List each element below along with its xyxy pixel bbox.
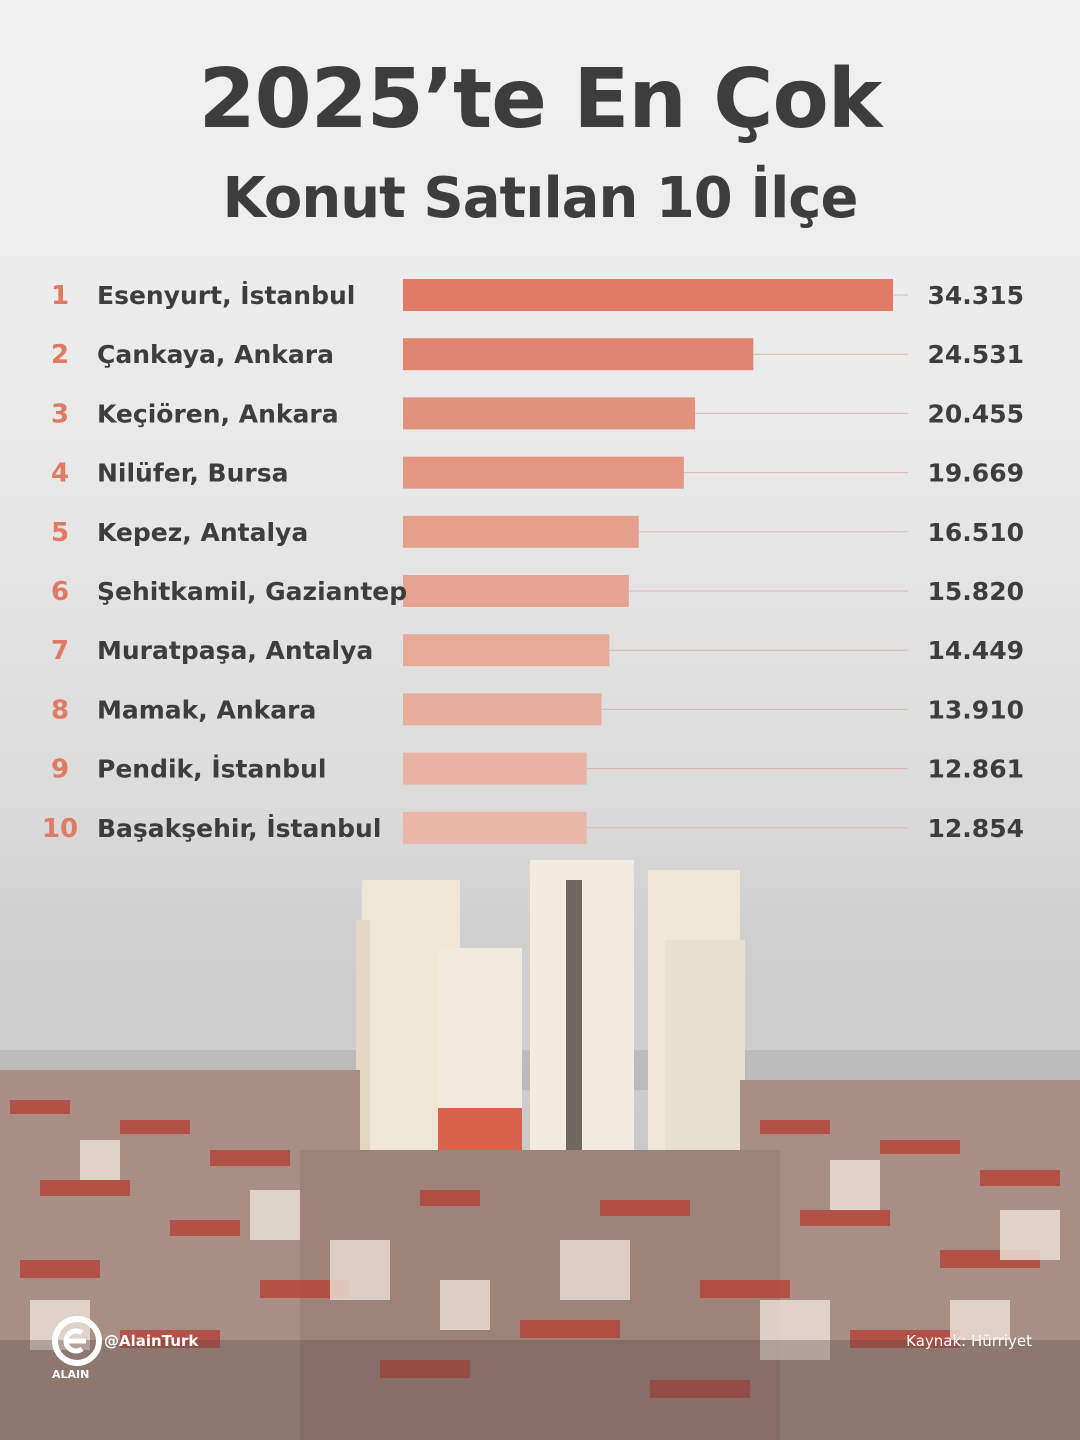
rank-label: 1 [51,281,69,311]
value-label: 14.449 [928,636,1024,665]
bar [403,515,639,548]
category-label: Şehitkamil, Gaziantep [97,577,407,606]
category-label: Pendik, İstanbul [97,754,326,784]
rank-label: 6 [51,577,69,607]
rank-label: 3 [51,399,69,429]
category-label: Mamak, Ankara [97,695,316,724]
value-label: 15.820 [928,577,1024,606]
bar [403,575,629,607]
category-label: Nilüfer, Bursa [97,459,288,488]
category-label: Muratpaşa, Antalya [97,636,373,665]
chart-title: 2025’te En Çok [198,52,883,147]
bar [403,811,587,844]
rank-label: 10 [42,814,78,844]
alain-logo-icon [52,1316,102,1366]
category-label: Kepez, Antalya [97,518,308,547]
bar [403,279,893,311]
rank-label: 4 [51,459,69,489]
bar [403,634,610,667]
bar [403,752,587,785]
rank-label: 5 [51,518,69,548]
value-label: 20.455 [928,399,1024,428]
value-label: 24.531 [928,340,1024,369]
category-label: Keçiören, Ankara [97,399,339,428]
bar [403,693,602,726]
rank-label: 7 [51,636,69,666]
city-skyline-image [0,860,1080,1440]
value-label: 16.510 [928,518,1024,547]
chart-subtitle: Konut Satılan 10 İlçe [222,166,859,231]
rank-label: 9 [51,755,69,785]
social-handle: @AlainTurk [104,1332,199,1350]
value-label: 19.669 [928,459,1024,488]
source-credit: Kaynak: Hürriyet [906,1332,1032,1350]
bar [403,456,684,489]
brand-name: ALAIN [52,1368,90,1381]
rank-label: 8 [51,695,69,725]
category-label: Başakşehir, İstanbul [97,813,381,843]
bar [403,397,696,430]
value-label: 12.854 [928,814,1024,843]
value-label: 34.315 [928,281,1024,310]
category-label: Esenyurt, İstanbul [97,280,355,310]
rank-label: 2 [51,340,69,370]
value-label: 13.910 [928,695,1024,724]
value-label: 12.861 [928,755,1024,784]
category-label: Çankaya, Ankara [97,340,334,369]
bar [403,338,754,371]
